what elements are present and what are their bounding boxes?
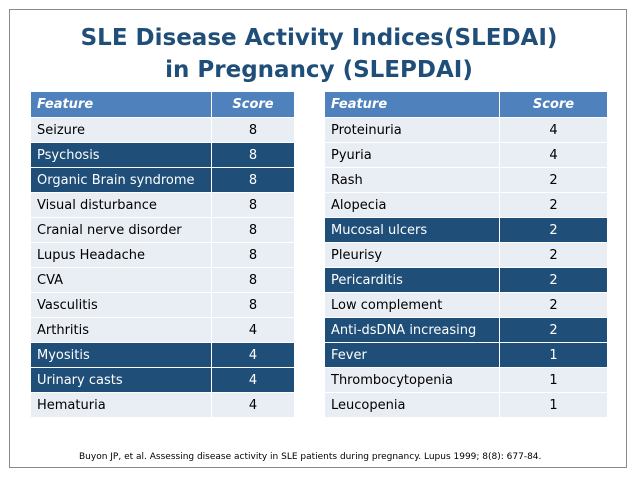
score-cell: 8: [211, 267, 295, 293]
score-cell: 4: [499, 142, 608, 168]
table-row: Cranial nerve disorder 8: [30, 217, 295, 243]
feature-cell: Low complement: [324, 292, 500, 318]
feature-cell: Rash: [324, 167, 500, 193]
table-row: Pyuria 4: [324, 142, 608, 168]
score-cell: 8: [211, 217, 295, 243]
table-row: Low complement 2: [324, 292, 608, 318]
score-cell: 4: [211, 392, 295, 418]
features-table-left: Feature Score Seizure 8 Psychosis 8 Organic …: [30, 91, 295, 418]
feature-cell: Pleurisy: [324, 242, 500, 268]
feature-cell: Visual disturbance: [30, 192, 212, 218]
feature-cell: Alopecia: [324, 192, 500, 218]
feature-cell: Psychosis: [30, 142, 212, 168]
feature-cell: Cranial nerve disorder: [30, 217, 212, 243]
score-cell: 1: [499, 367, 608, 393]
feature-cell: Hematuria: [30, 392, 212, 418]
table-row: Alopecia 2: [324, 192, 608, 218]
feature-cell: CVA: [30, 267, 212, 293]
score-cell: 1: [499, 392, 608, 418]
feature-cell: Seizure: [30, 117, 212, 143]
table-row: Fever 1: [324, 342, 608, 368]
table-row: Vasculitis 8: [30, 292, 295, 318]
table-row: Visual disturbance 8: [30, 192, 295, 218]
score-column-header: Score: [499, 91, 608, 118]
score-cell: 4: [211, 317, 295, 343]
table-row: Anti-dsDNA increasing 2: [324, 317, 608, 343]
table-row: Pericarditis 2: [324, 267, 608, 293]
table-row: Pleurisy 2: [324, 242, 608, 268]
score-cell: 2: [499, 292, 608, 318]
title-line-2: in Pregnancy (SLEPDAI): [165, 57, 473, 83]
score-cell: 2: [499, 217, 608, 243]
slide-title: SLE Disease Activity Indices(SLEDAI) in …: [0, 22, 638, 86]
table-header-row: Feature Score: [324, 91, 608, 118]
feature-cell: Fever: [324, 342, 500, 368]
table-row: Myositis 4: [30, 342, 295, 368]
table-row: CVA 8: [30, 267, 295, 293]
citation: Buyon JP, et al. Assessing disease activ…: [79, 452, 542, 462]
feature-cell: Vasculitis: [30, 292, 212, 318]
score-cell: 4: [211, 367, 295, 393]
table-row: Hematuria 4: [30, 392, 295, 418]
feature-column-header: Feature: [30, 91, 212, 118]
score-cell: 8: [211, 142, 295, 168]
score-cell: 2: [499, 242, 608, 268]
feature-cell: Pericarditis: [324, 267, 500, 293]
feature-cell: Leucopenia: [324, 392, 500, 418]
score-cell: 4: [499, 117, 608, 143]
score-cell: 2: [499, 267, 608, 293]
score-cell: 2: [499, 317, 608, 343]
score-cell: 8: [211, 167, 295, 193]
feature-cell: Thrombocytopenia: [324, 367, 500, 393]
title-line-1: SLE Disease Activity Indices(SLEDAI): [80, 25, 558, 51]
table-row: Mucosal ulcers 2: [324, 217, 608, 243]
score-cell: 8: [211, 242, 295, 268]
feature-cell: Lupus Headache: [30, 242, 212, 268]
table-row: Arthritis 4: [30, 317, 295, 343]
table-header-row: Feature Score: [30, 91, 295, 118]
features-table-right: Feature Score Proteinuria 4 Pyuria 4 Rash 2 Al…: [324, 91, 608, 418]
table-row: Seizure 8: [30, 117, 295, 143]
score-cell: 8: [211, 117, 295, 143]
table-row: Leucopenia 1: [324, 392, 608, 418]
score-cell: 8: [211, 192, 295, 218]
score-cell: 4: [211, 342, 295, 368]
feature-cell: Anti-dsDNA increasing: [324, 317, 500, 343]
table-row: Psychosis 8: [30, 142, 295, 168]
feature-cell: Arthritis: [30, 317, 212, 343]
table-row: Rash 2: [324, 167, 608, 193]
feature-cell: Proteinuria: [324, 117, 500, 143]
score-cell: 2: [499, 167, 608, 193]
feature-column-header: Feature: [324, 91, 500, 118]
score-column-header: Score: [211, 91, 295, 118]
table-row: Organic Brain syndrome 8: [30, 167, 295, 193]
table-row: Proteinuria 4: [324, 117, 608, 143]
feature-cell: Myositis: [30, 342, 212, 368]
table-row: Urinary casts 4: [30, 367, 295, 393]
score-cell: 8: [211, 292, 295, 318]
table-row: Lupus Headache 8: [30, 242, 295, 268]
feature-cell: Mucosal ulcers: [324, 217, 500, 243]
feature-cell: Organic Brain syndrome: [30, 167, 212, 193]
feature-cell: Urinary casts: [30, 367, 212, 393]
feature-cell: Pyuria: [324, 142, 500, 168]
table-row: Thrombocytopenia 1: [324, 367, 608, 393]
slide-border: [9, 9, 627, 468]
score-cell: 2: [499, 192, 608, 218]
score-cell: 1: [499, 342, 608, 368]
